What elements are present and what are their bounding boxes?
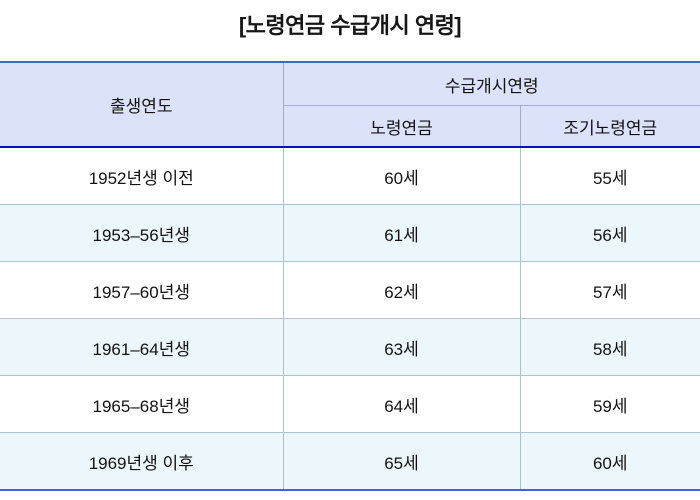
table-row: 1961–64년생 63세 58세 (0, 318, 700, 376)
header-row-top: 출생연도 수급개시연령 (0, 62, 700, 148)
header-old-age-pension: 노령연금 (283, 105, 521, 148)
early-age-cell: 57세 (519, 261, 700, 319)
table-body: 1952년생 이전 60세 55세 1953–56년생 61세 56세 1957… (0, 147, 700, 490)
old-age-cell: 61세 (282, 204, 521, 262)
old-age-cell: 62세 (282, 261, 521, 319)
old-age-cell: 65세 (282, 432, 521, 490)
birth-year-cell: 1953–56년생 (0, 204, 284, 262)
old-age-cell: 63세 (282, 318, 521, 376)
header-early-old-age-pension: 조기노령연금 (519, 105, 700, 148)
header-row-sub: 노령연금 조기노령연금 (0, 105, 700, 148)
table-row: 1953–56년생 61세 56세 (0, 204, 700, 262)
header-start-age-group: 수급개시연령 (282, 62, 700, 106)
page-title: [노령연금 수급개시 연령] (238, 13, 462, 38)
early-age-cell: 60세 (519, 432, 700, 490)
birth-year-cell: 1965–68년생 (0, 375, 284, 433)
old-age-cell: 64세 (282, 375, 521, 433)
early-age-cell: 58세 (519, 318, 700, 376)
table-row: 1952년생 이전 60세 55세 (0, 147, 700, 205)
pension-age-table: 출생연도 수급개시연령 노령연금 조기노령연금 1952년생 이전 60세 55… (0, 61, 700, 491)
header-birth-year: 출생연도 (0, 62, 284, 148)
table-row: 1957–60년생 62세 57세 (0, 261, 700, 319)
table-header: 출생연도 수급개시연령 노령연금 조기노령연금 (0, 62, 700, 148)
birth-year-cell: 1961–64년생 (0, 318, 284, 376)
table-row: 1965–68년생 64세 59세 (0, 375, 700, 433)
birth-year-cell: 1969년생 이후 (0, 432, 284, 490)
early-age-cell: 59세 (519, 375, 700, 433)
table-row: 1969년생 이후 65세 60세 (0, 432, 700, 490)
old-age-cell: 60세 (282, 147, 521, 205)
early-age-cell: 55세 (519, 147, 700, 205)
early-age-cell: 56세 (519, 204, 700, 262)
birth-year-cell: 1957–60년생 (0, 261, 284, 319)
birth-year-cell: 1952년생 이전 (0, 147, 284, 205)
